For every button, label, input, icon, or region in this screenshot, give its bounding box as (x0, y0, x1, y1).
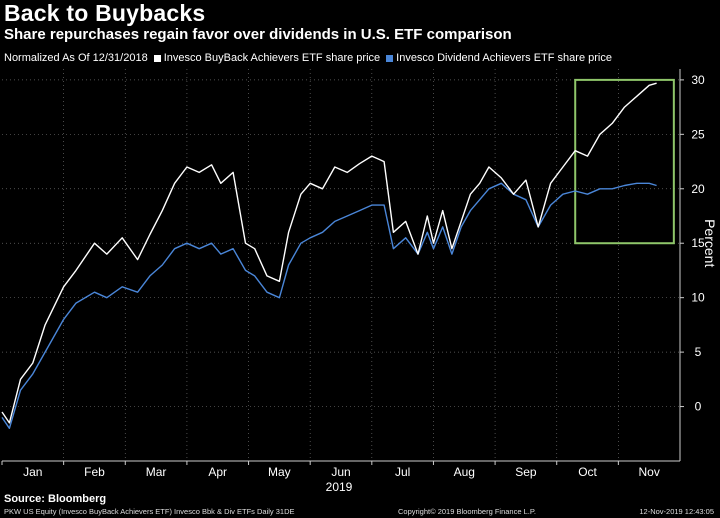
chart-title: Back to Buybacks (4, 0, 206, 26)
y-tick-label: 25 (691, 127, 705, 141)
footer-tickers: PKW US Equity (Invesco BuyBack Achievers… (4, 507, 295, 516)
y-tick-label: 5 (695, 345, 702, 359)
x-tick-label: Jun (331, 465, 350, 479)
x-axis-label: 2019 (326, 480, 353, 492)
series-line-dividend (1, 182, 657, 429)
legend-label-dividend: Invesco Dividend Achievers ETF share pri… (396, 52, 612, 64)
x-tick-label: Jan (23, 465, 42, 479)
legend-swatch-dividend (386, 54, 394, 62)
x-tick-label: Jul (395, 465, 410, 479)
legend-prefix: Normalized As Of 12/31/2018 (4, 52, 148, 64)
y-tick-label: 15 (691, 236, 705, 250)
x-tick-label: Nov (639, 465, 660, 479)
x-tick-label: Sep (515, 465, 537, 479)
x-tick-label: May (268, 465, 291, 479)
y-tick-label: 20 (691, 182, 705, 196)
y-tick-label: 30 (691, 73, 705, 87)
footer-timestamp: 12-Nov-2019 12:43:05 (639, 507, 714, 516)
highlight-box (574, 78, 675, 245)
y-tick-label: 0 (695, 400, 702, 414)
x-tick-label: Apr (208, 465, 227, 479)
legend-swatch-buyback (153, 54, 161, 62)
legend: Normalized As Of 12/31/2018 Invesco BuyB… (4, 52, 612, 64)
legend-label-buyback: Invesco BuyBack Achievers ETF share pric… (163, 52, 381, 64)
x-tick-label: Mar (146, 465, 167, 479)
x-tick-label: Aug (454, 465, 475, 479)
x-tick-label: Oct (578, 465, 597, 479)
chart-subtitle: Share repurchases regain favor over divi… (4, 26, 512, 43)
y-tick-label: 10 (691, 291, 705, 305)
y-axis-label: Percent (702, 219, 718, 267)
footer-copyright: Copyright© 2019 Bloomberg Finance L.P. (398, 507, 536, 516)
x-tick-label: Feb (84, 465, 105, 479)
footer-source: Source: Bloomberg (4, 493, 107, 505)
series-line-buyback (1, 82, 657, 424)
line-chart: 0 5 10 15 20 25 30 Jan Feb Mar Apr May Jun Jul Aug Sep O… (1, 69, 718, 492)
